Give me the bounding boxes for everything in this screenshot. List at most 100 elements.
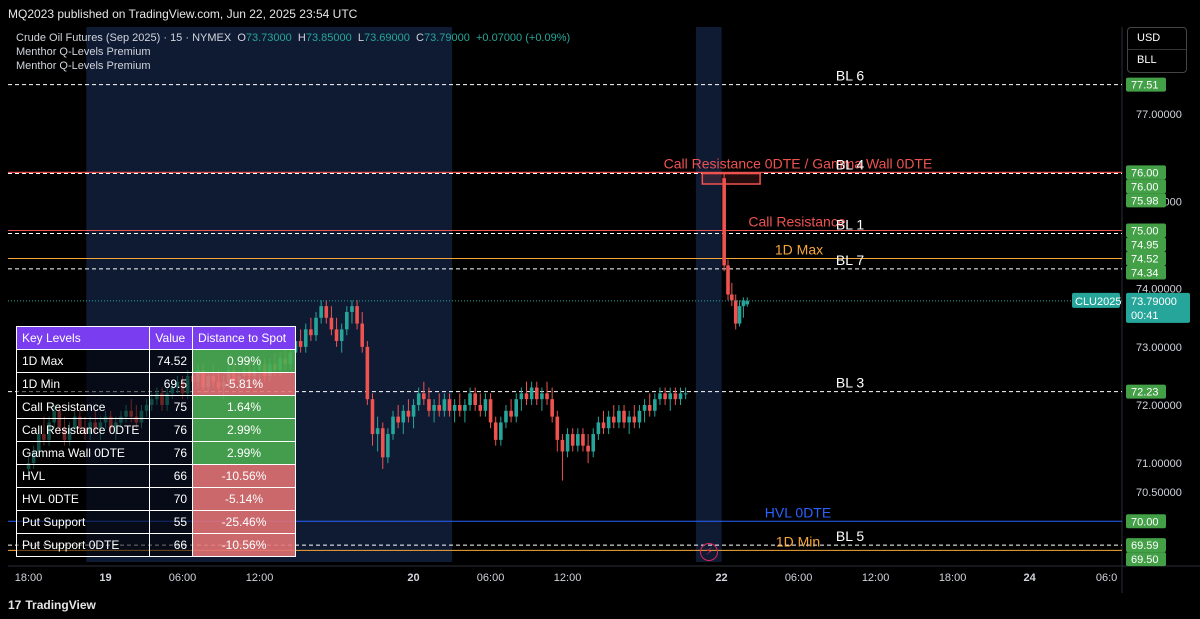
table-row: HVL 66 -10.56% <box>15 464 296 488</box>
candle-body <box>622 410 626 423</box>
distance-cell: 2.99% <box>192 418 296 442</box>
candle-body <box>411 404 416 417</box>
candle-body <box>596 422 601 435</box>
level-value-cell: 55 <box>149 510 194 534</box>
price-tag <box>1126 514 1166 529</box>
x-tick-label: 22 <box>715 572 727 584</box>
price-tag <box>1126 265 1166 280</box>
candle-body <box>416 393 421 405</box>
currency-unit-selector[interactable]: USD BLL <box>1127 27 1187 73</box>
candle-body <box>555 416 560 440</box>
y-tick-label: 70.50000 <box>1136 487 1182 499</box>
price-tag-label: 70.00 <box>1131 516 1159 528</box>
x-tick-label: 24 <box>1023 572 1036 584</box>
candle-body <box>611 416 616 423</box>
candle-body <box>355 306 359 324</box>
candle-body <box>737 306 742 324</box>
candle-body <box>741 300 746 307</box>
x-tick-label: 06:00 <box>169 572 197 584</box>
candle-body <box>519 393 524 400</box>
tradingview-logo[interactable]: 17 TradingView <box>8 598 100 612</box>
publisher-text: MQ2023 published on TradingView.com, Jun… <box>8 7 358 21</box>
level-name-cell: 1D Max <box>15 349 151 373</box>
candle-body <box>303 329 308 347</box>
candle-body <box>488 399 493 423</box>
price-tag-label: 76.00 <box>1131 167 1159 179</box>
candle-body <box>637 410 642 423</box>
currency-label[interactable]: USD <box>1137 32 1161 44</box>
candle-body <box>386 434 390 458</box>
ohlc-values: O73.73000 H73.85000 L73.69000 C73.79000 … <box>237 32 571 44</box>
candle-body <box>432 404 436 411</box>
level-label: BL 3 <box>836 375 864 391</box>
candle-body <box>457 404 462 411</box>
level-value-cell: 69.5 <box>149 372 194 396</box>
indicator-legend-1[interactable]: Menthor Q-Levels Premium <box>16 46 151 58</box>
symbol-tag <box>1072 292 1120 308</box>
candle-body <box>627 416 631 423</box>
candle-body <box>534 387 539 400</box>
candle-body <box>560 439 565 452</box>
candle-body <box>442 399 447 411</box>
candle-body <box>591 434 596 452</box>
distance-cell: 0.99% <box>192 349 296 373</box>
x-tick-label: 06:0 <box>1096 572 1117 584</box>
candle-body <box>375 428 380 435</box>
price-tag-label: 75.98 <box>1131 195 1159 207</box>
table-row: HVL 0DTE 70 -5.14% <box>15 487 296 511</box>
candle-body <box>733 300 738 324</box>
level-value-cell: 74.52 <box>149 349 194 373</box>
lightning-icon[interactable]: ⚡ <box>700 543 718 561</box>
candle-body <box>314 317 318 336</box>
table-row: 1D Max 74.52 0.99% <box>15 349 296 373</box>
price-tag <box>1126 77 1166 92</box>
candle-body <box>396 416 400 423</box>
candle-body <box>606 416 611 429</box>
price-tag-label: 74.95 <box>1131 240 1159 252</box>
x-tick-label: 19 <box>99 572 111 584</box>
candle-body <box>401 410 406 423</box>
candle-body <box>570 434 575 446</box>
candle-body <box>550 399 554 417</box>
level-label: BL 5 <box>836 528 864 544</box>
symbol-name[interactable]: Crude Oil Futures (Sep 2025) · 15 · NYME… <box>16 32 232 44</box>
candle-body <box>576 434 580 446</box>
candle-body <box>509 410 513 417</box>
level-label: Call Resistance 0DTE / Gamma Wall 0DTE <box>664 155 933 171</box>
distance-cell: -10.56% <box>192 533 296 557</box>
level-name-cell: 1D Min <box>15 372 151 396</box>
level-name-cell: Put Support 0DTE <box>15 533 151 557</box>
unit-label[interactable]: BLL <box>1128 49 1186 71</box>
distance-cell: 2.99% <box>192 441 296 465</box>
table-header-row: Key Levels Value Distance to Spot <box>15 326 296 350</box>
candle-body <box>329 317 334 330</box>
price-tag <box>1126 552 1166 567</box>
last-price-label: 73.79000 <box>1131 296 1177 308</box>
annotation-box[interactable] <box>701 172 761 185</box>
level-label: 1D Max <box>775 241 823 257</box>
level-value-cell: 76 <box>149 418 194 442</box>
level-label: BL 7 <box>836 252 864 268</box>
chart-legend: Crude Oil Futures (Sep 2025) · 15 · NYME… <box>16 31 570 73</box>
indicator-legend-2[interactable]: Menthor Q-Levels Premium <box>16 60 151 72</box>
table-row: 1D Min 69.5 -5.81% <box>15 372 296 396</box>
candle-body <box>339 329 344 342</box>
level-name-cell: HVL 0DTE <box>15 487 151 511</box>
level-value-cell: 66 <box>149 533 194 557</box>
candle-body <box>658 393 662 400</box>
table-row: Put Support 55 -25.46% <box>15 510 296 534</box>
candle-body <box>565 434 570 452</box>
candle-body <box>478 404 483 411</box>
price-tag-label: 75.00 <box>1131 226 1159 238</box>
candle-body <box>581 434 585 446</box>
table-row: Call Resistance 75 1.64% <box>15 395 296 419</box>
table-row: Put Support 0DTE 66 -10.56% <box>15 533 296 557</box>
level-value-cell: 75 <box>149 395 194 419</box>
footer-bar: 17 TradingView <box>0 593 1200 619</box>
x-tick-label: 18:00 <box>939 572 967 584</box>
price-tag <box>1126 384 1166 399</box>
symbol-legend-row[interactable]: Crude Oil Futures (Sep 2025) · 15 · NYME… <box>16 31 570 45</box>
price-tag <box>1126 237 1166 252</box>
candle-body <box>324 306 329 318</box>
last-price-tag <box>1126 292 1190 323</box>
